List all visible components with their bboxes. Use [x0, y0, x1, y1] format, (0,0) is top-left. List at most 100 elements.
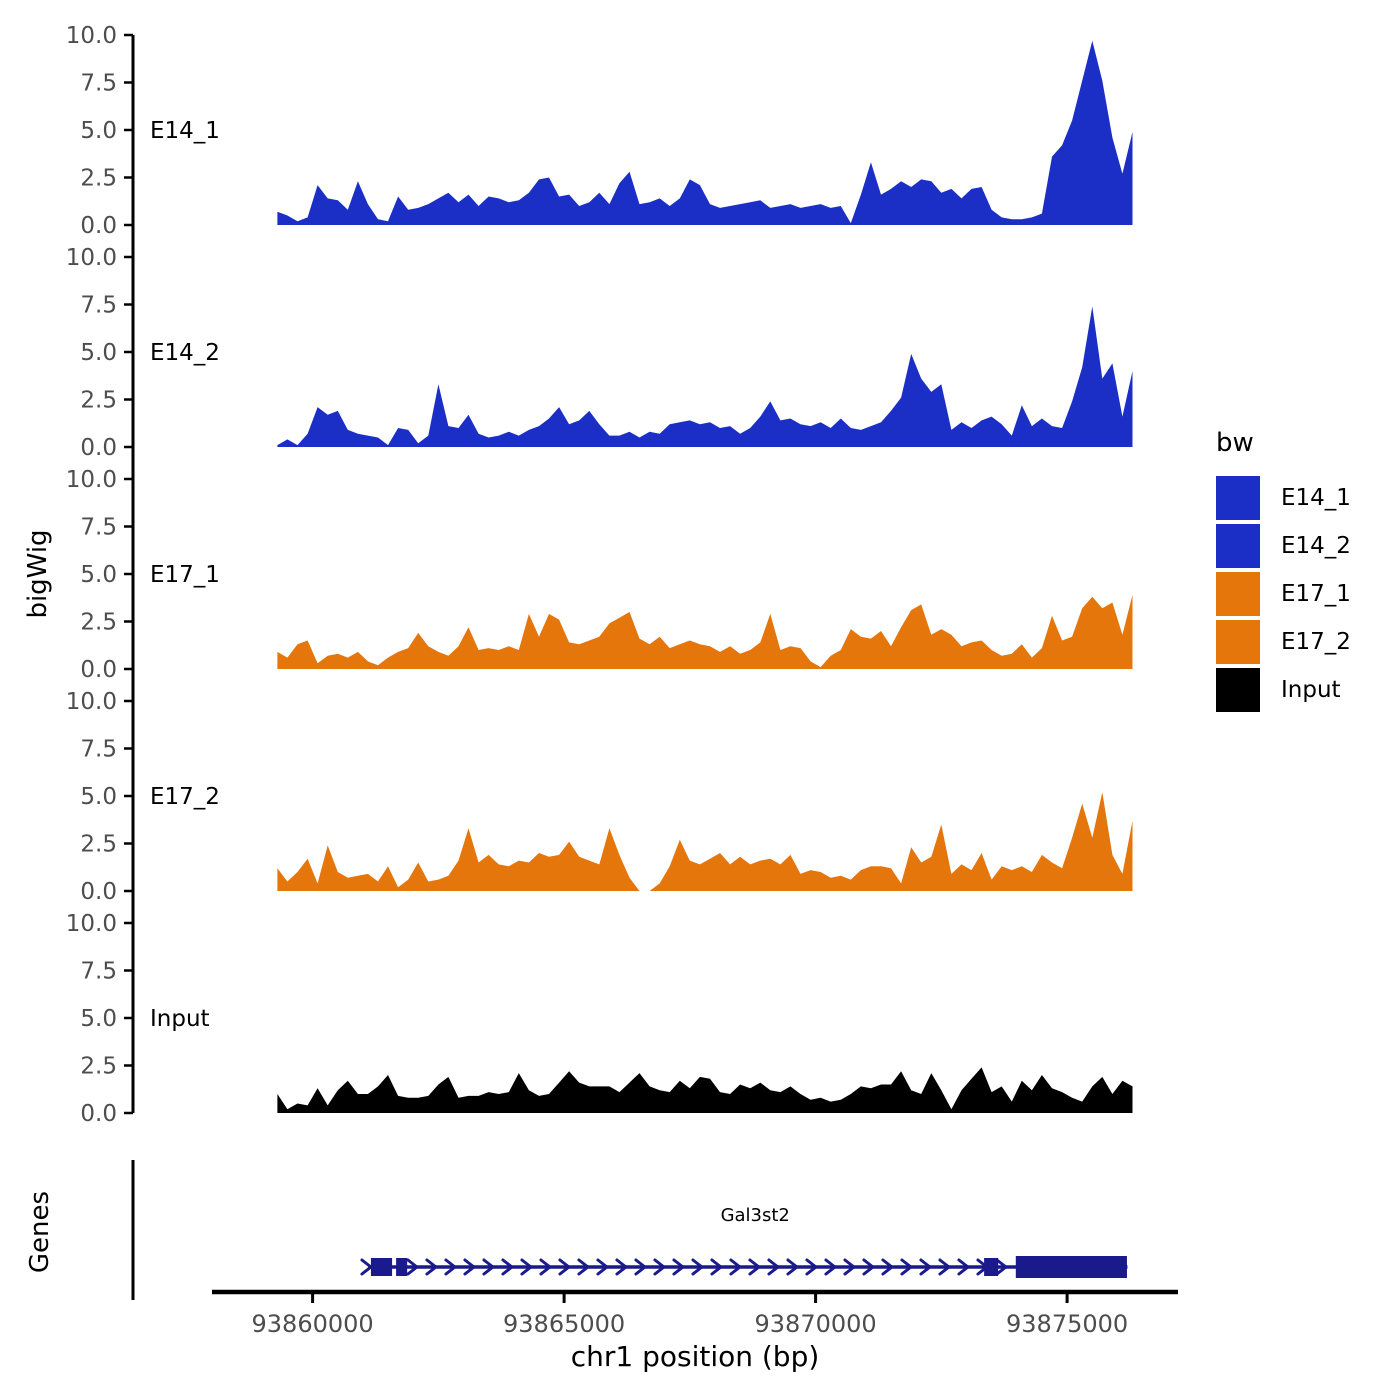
- track-Input: 0.0 2.5 5.0 7.5 10.0 Input: [66, 911, 1133, 1127]
- legend-title: bw: [1216, 428, 1254, 458]
- strand-arrow: [691, 1258, 704, 1276]
- y-tick-label: 7.5: [80, 737, 117, 763]
- strand-arrow: [748, 1258, 761, 1276]
- y-tick-label: 0.0: [80, 213, 117, 239]
- y-tick-label: 2.5: [80, 832, 117, 858]
- legend: bw E14_1 E14_2 E17_1 E17_2 Input: [1216, 428, 1351, 712]
- legend-label: Input: [1281, 677, 1341, 703]
- track-E17_1: 0.0 2.5 5.0 7.5 10.0 E17_1: [66, 467, 1133, 683]
- strand-arrow: [520, 1258, 533, 1276]
- y-tick-label: 2.5: [80, 610, 117, 636]
- legend-item-E14_1: E14_1: [1216, 476, 1351, 520]
- track-label-E17_2: E17_2: [150, 784, 220, 810]
- legend-item-Input: Input: [1216, 668, 1351, 712]
- legend-label: E17_2: [1281, 629, 1351, 655]
- strand-arrow: [824, 1258, 837, 1276]
- strand-arrow: [425, 1258, 438, 1276]
- y-tick-label: 7.5: [80, 515, 117, 541]
- y-tick-label: 5.0: [80, 118, 117, 144]
- y-tick-label: 7.5: [80, 959, 117, 985]
- legend-item-E17_1: E17_1: [1216, 572, 1351, 616]
- strand-arrow: [482, 1258, 495, 1276]
- y-tick-label: 10.0: [66, 467, 117, 493]
- y-tick-label: 10.0: [66, 245, 117, 271]
- legend-swatch-E17_2: [1216, 620, 1260, 664]
- legend-item-E14_2: E14_2: [1216, 524, 1351, 568]
- x-tick-label: 93860000: [252, 1310, 374, 1338]
- legend-items: E14_1 E14_2 E17_1 E17_2 Input: [1216, 476, 1351, 712]
- strand-arrow: [957, 1258, 970, 1276]
- legend-swatch-Input: [1216, 668, 1260, 712]
- track-E17_2: 0.0 2.5 5.0 7.5 10.0 E17_2: [66, 689, 1133, 905]
- strand-arrow: [938, 1258, 951, 1276]
- strand-arrow: [558, 1258, 571, 1276]
- track-label-E14_2: E14_2: [150, 340, 220, 366]
- strand-arrow: [843, 1258, 856, 1276]
- y-tick-label: 2.5: [80, 1054, 117, 1080]
- track-label-E17_1: E17_1: [150, 562, 220, 588]
- gene-exon: [396, 1258, 408, 1276]
- strand-arrow: [900, 1258, 913, 1276]
- track-E14_2: 0.0 2.5 5.0 7.5 10.0 E14_2: [66, 245, 1133, 461]
- y-axis-title: bigWig: [23, 529, 53, 619]
- y-tick-label: 5.0: [80, 1006, 117, 1032]
- strand-arrow: [767, 1258, 780, 1276]
- gene-name-label: Gal3st2: [721, 1205, 790, 1226]
- track-E14_1: 0.0 2.5 5.0 7.5 10.0 E14_1: [66, 23, 1133, 239]
- legend-item-E17_2: E17_2: [1216, 620, 1351, 664]
- legend-swatch-E14_2: [1216, 524, 1260, 568]
- strand-arrow: [729, 1258, 742, 1276]
- strand-arrow: [881, 1258, 894, 1276]
- y-tick-label: 2.5: [80, 166, 117, 192]
- legend-swatch-E14_1: [1216, 476, 1260, 520]
- strand-arrow: [406, 1258, 419, 1276]
- strand-arrow: [501, 1258, 514, 1276]
- legend-swatch-E17_1: [1216, 572, 1260, 616]
- gene-exon: [370, 1258, 393, 1276]
- x-tick-label: 93870000: [755, 1310, 877, 1338]
- strand-arrow: [444, 1258, 457, 1276]
- strand-arrow: [805, 1258, 818, 1276]
- coverage-area-E14_2: [277, 306, 1133, 447]
- strand-arrow: [463, 1258, 476, 1276]
- strand-arrow: [634, 1258, 647, 1276]
- y-tick-label: 0.0: [80, 879, 117, 905]
- track-label-Input: Input: [150, 1006, 210, 1032]
- genes-axis-title: Genes: [25, 1190, 55, 1274]
- strand-arrow: [539, 1258, 552, 1276]
- strand-arrow: [995, 1258, 1008, 1276]
- track-label-E14_1: E14_1: [150, 118, 220, 144]
- strand-arrow: [577, 1258, 590, 1276]
- y-tick-label: 7.5: [80, 293, 117, 319]
- y-tick-label: 7.5: [80, 71, 117, 97]
- y-tick-label: 5.0: [80, 340, 117, 366]
- y-tick-label: 10.0: [66, 911, 117, 937]
- y-tick-label: 10.0: [66, 689, 117, 715]
- gene-exon: [984, 1258, 999, 1276]
- strand-arrow: [786, 1258, 799, 1276]
- x-axis: 93860000 93865000 93870000 93875000: [212, 1289, 1178, 1338]
- y-tick-label: 5.0: [80, 562, 117, 588]
- strand-arrow: [710, 1258, 723, 1276]
- y-tick-label: 0.0: [80, 657, 117, 683]
- coverage-area-E14_1: [277, 40, 1133, 226]
- coverage-area-Input: [277, 1067, 1133, 1113]
- strand-arrow: [653, 1258, 666, 1276]
- strand-arrow: [615, 1258, 628, 1276]
- y-tick-label: 2.5: [80, 388, 117, 414]
- strand-arrow: [919, 1258, 932, 1276]
- y-tick-label: 0.0: [80, 1101, 117, 1127]
- strand-arrow: [862, 1258, 875, 1276]
- strand-arrow: [596, 1258, 609, 1276]
- legend-label: E14_1: [1281, 485, 1351, 511]
- x-tick-label: 93875000: [1006, 1310, 1128, 1338]
- y-tick-label: 5.0: [80, 784, 117, 810]
- coverage-area-E17_1: [277, 594, 1133, 669]
- x-axis-title: chr1 position (bp): [570, 1340, 820, 1373]
- strand-arrow: [360, 1258, 373, 1276]
- y-tick-label: 0.0: [80, 435, 117, 461]
- legend-label: E17_1: [1281, 581, 1351, 607]
- gene-exon: [1015, 1256, 1127, 1278]
